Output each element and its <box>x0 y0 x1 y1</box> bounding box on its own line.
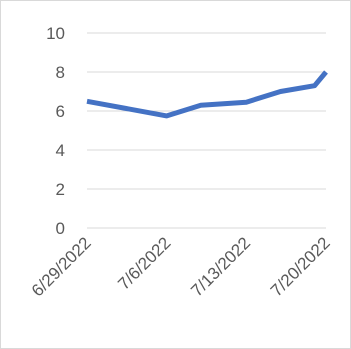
x-tick-label: 6/29/2022 <box>28 233 95 300</box>
series-line <box>86 70 328 119</box>
x-tick-label: 7/13/2022 <box>187 233 254 300</box>
series-lines <box>86 70 328 119</box>
x-axis-tick-labels: 6/29/2022 7/6/2022 7/13/2022 7/20/2022 <box>28 233 334 300</box>
y-tick-label: 4 <box>56 141 65 160</box>
y-axis-tick-labels: 0 2 4 6 8 10 <box>46 24 65 238</box>
y-tick-label: 0 <box>56 219 65 238</box>
y-tick-label: 6 <box>56 102 65 121</box>
y-tick-label: 10 <box>46 24 65 43</box>
y-tick-label: 8 <box>56 63 65 82</box>
x-tick-label: 7/6/2022 <box>114 233 174 293</box>
x-tick-label: 7/20/2022 <box>267 233 334 300</box>
y-tick-label: 2 <box>56 180 65 199</box>
gridlines <box>87 32 326 229</box>
